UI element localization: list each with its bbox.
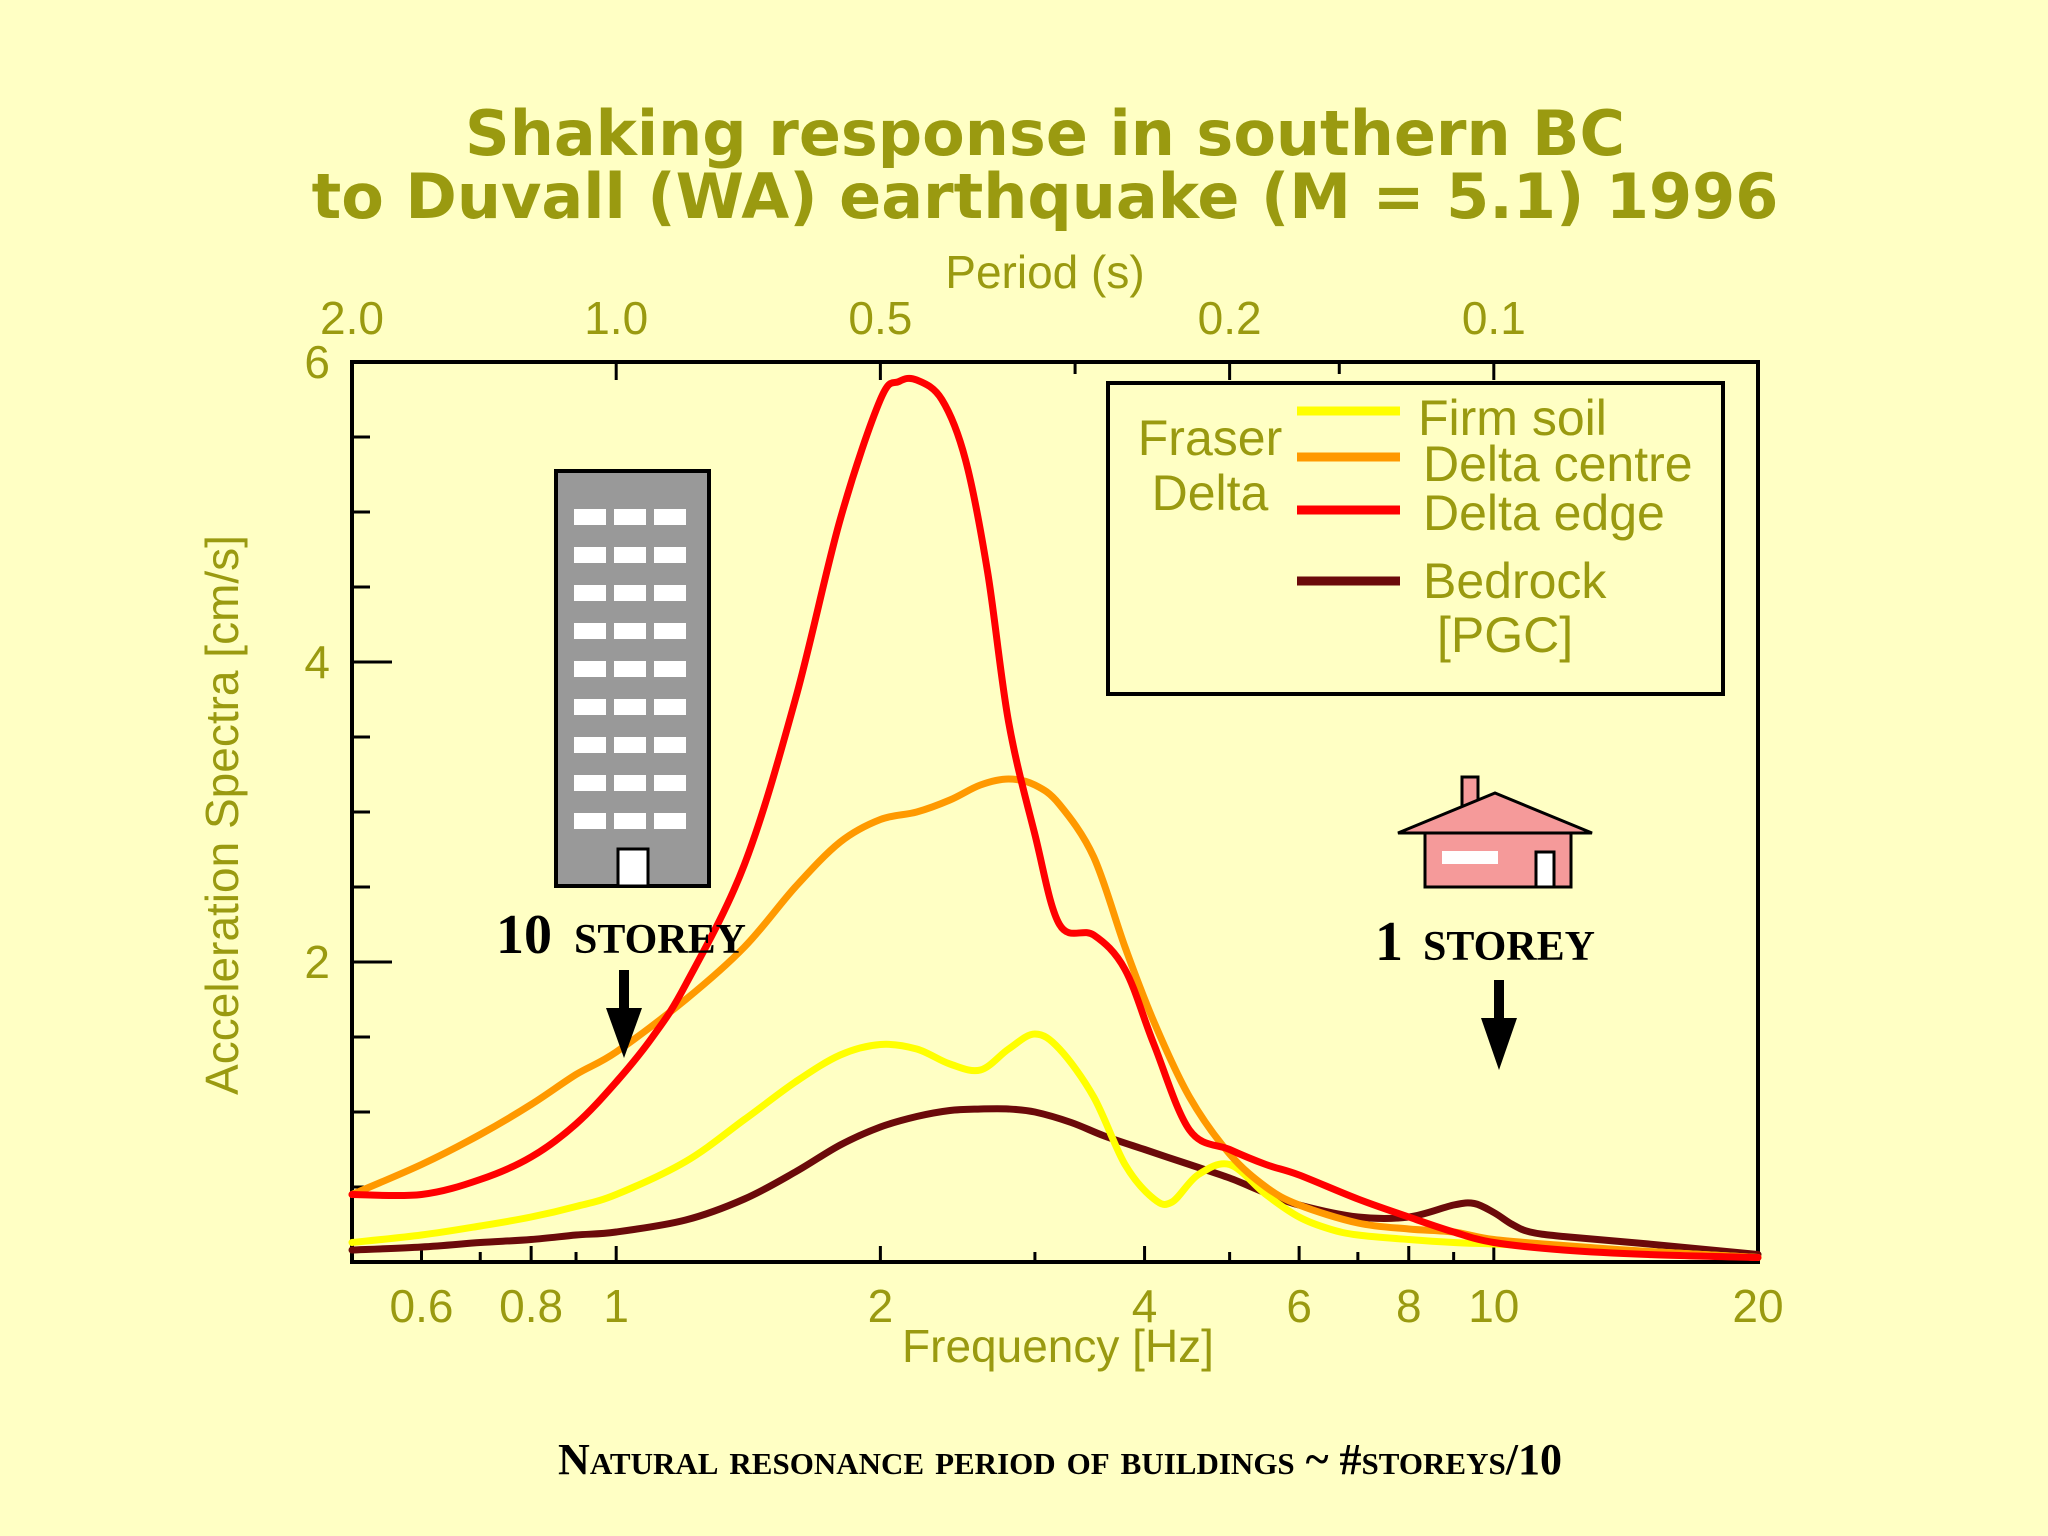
x-tick-label: 0.8: [499, 1280, 563, 1332]
building-window: [654, 509, 686, 525]
building-window: [614, 623, 646, 639]
series-lines: [348, 374, 1762, 1261]
building-window: [574, 661, 606, 677]
annotation-1-storey: 1 STOREY: [1375, 911, 1595, 1070]
legend-label-bedrock-source: [PGC]: [1437, 607, 1573, 663]
series-line-bedrock: [348, 1105, 1762, 1258]
legend-label-bedrock: Bedrock: [1423, 553, 1607, 609]
y-tick-label: 6: [304, 336, 330, 388]
top-tick-label: 0.2: [1198, 292, 1262, 344]
building-window: [654, 585, 686, 601]
house-icon: [1397, 775, 1593, 889]
series-line-delta-edge: [348, 374, 1762, 1261]
chart-title-line1: Shaking response in southern BC: [465, 97, 1625, 170]
y-tick-label: 2: [304, 936, 330, 988]
legend-group-label-2: Delta: [1152, 465, 1269, 521]
x-tick-label: 1: [603, 1280, 629, 1332]
footer-caption: Natural resonance period of buildings ~ …: [558, 1435, 1562, 1484]
y-axis-label: Acceleration Spectra [cm/s]: [196, 535, 248, 1095]
x-tick-label: 0.6: [390, 1280, 454, 1332]
annotation-1-number: 1: [1375, 911, 1403, 973]
tick-labels: 0.6 0.8 1 2 4 6 8 10 20 2.0 1.0 0.5 0.2 0.1 2 4 6: [304, 292, 1783, 1332]
building-window: [574, 623, 606, 639]
building-window: [574, 737, 606, 753]
legend-label-firm-soil: Firm soil: [1418, 390, 1607, 446]
top-axis-label: Period (s): [945, 246, 1144, 298]
building-window: [614, 699, 646, 715]
building-window: [574, 699, 606, 715]
x-tick-label: 6: [1286, 1280, 1312, 1332]
building-window: [614, 775, 646, 791]
legend-box: [1106, 381, 1725, 696]
building-window: [614, 813, 646, 829]
building-window: [574, 775, 606, 791]
series-line-firm-soil: [348, 1030, 1762, 1261]
legend-group-label-1: Fraser: [1138, 410, 1282, 466]
x-axis-label: Frequency [Hz]: [902, 1320, 1214, 1372]
building-window: [614, 737, 646, 753]
annotation-10-storey: 10 STOREY: [496, 904, 746, 1058]
legend-label-delta-centre: Delta centre: [1423, 436, 1693, 492]
building-window: [654, 775, 686, 791]
building-window: [574, 547, 606, 563]
building-window: [654, 661, 686, 677]
building-window: [574, 813, 606, 829]
x-tick-label: 2: [868, 1280, 894, 1332]
top-tick-label: 1.0: [584, 292, 648, 344]
x-tick-label: 20: [1732, 1280, 1783, 1332]
annotation-1-word: STOREY: [1423, 924, 1595, 970]
building-window: [614, 661, 646, 677]
building-window: [654, 623, 686, 639]
building-window: [654, 699, 686, 715]
building-window: [574, 509, 606, 525]
building-window: [614, 585, 646, 601]
y-tick-label: 4: [304, 636, 330, 688]
building-window: [654, 737, 686, 753]
annotation-10-number: 10: [496, 904, 552, 966]
building-window: [614, 509, 646, 525]
legend: Fraser Delta Firm soil Delta centre Delt…: [1106, 381, 1725, 696]
chart-title-line2: to Duvall (WA) earthquake (M = 5.1) 1996: [312, 160, 1779, 233]
axis-ticks: [350, 360, 1760, 1262]
top-tick-label: 0.5: [848, 292, 912, 344]
building-window: [614, 547, 646, 563]
annotation-10-word: STOREY: [574, 917, 746, 963]
building-window: [654, 547, 686, 563]
x-tick-label: 8: [1396, 1280, 1422, 1332]
x-tick-label: 10: [1468, 1280, 1519, 1332]
top-tick-label: 2.0: [320, 292, 384, 344]
top-tick-label: 0.1: [1462, 292, 1526, 344]
series-line-delta-centre: [348, 775, 1762, 1261]
legend-label-delta-edge: Delta edge: [1423, 485, 1665, 541]
x-tick-label: 4: [1132, 1280, 1158, 1332]
building-window: [574, 585, 606, 601]
tall-building-icon: [554, 469, 711, 888]
building-window: [654, 813, 686, 829]
